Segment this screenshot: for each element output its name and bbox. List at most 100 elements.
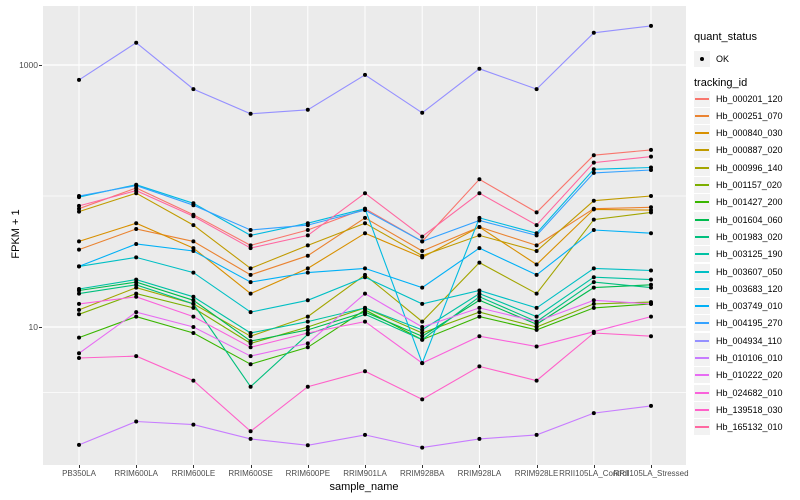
data-point [477, 334, 482, 339]
data-point [248, 272, 253, 277]
data-point [477, 294, 482, 299]
plot-lines-svg [43, 6, 686, 465]
data-point [420, 445, 425, 450]
data-point [305, 325, 310, 329]
ok-point-icon [700, 56, 704, 61]
data-point [420, 331, 425, 335]
legend-entry-quant-ok: OK [694, 50, 729, 67]
data-point [134, 310, 139, 315]
legend-key-box [694, 125, 710, 142]
legend-entry-Hb_003125_190: Hb_003125_190 [694, 246, 783, 263]
data-point [420, 319, 425, 324]
data-point [649, 285, 653, 290]
legend-entry-label: Hb_003125_190 [716, 249, 783, 260]
data-point [534, 305, 539, 310]
data-point [363, 305, 367, 310]
legend-key-box [694, 350, 710, 366]
legend-color-line-icon [695, 114, 709, 117]
data-point [534, 325, 539, 329]
legend-color-line-icon [695, 391, 709, 394]
data-point [534, 233, 539, 238]
legend-entry-Hb_004934_110: Hb_004934_110 [694, 332, 782, 349]
legend-color-line-icon [695, 357, 709, 359]
x-tick-label-RRIM928BA: RRIM928BA [399, 469, 445, 478]
data-point [477, 436, 482, 441]
data-point [134, 314, 139, 319]
data-point [77, 209, 81, 214]
legend-key-box [694, 298, 710, 315]
x-tick-label-RRIM600LA: RRIM600LA [114, 469, 158, 478]
data-point [420, 301, 425, 306]
data-point [305, 331, 310, 335]
data-point [134, 285, 139, 290]
x-tick-label-RRIM928LE: RRIM928LE [514, 469, 559, 478]
data-point [305, 270, 310, 275]
data-point [534, 291, 539, 296]
legend-entry-label: Hb_165132_010 [716, 422, 783, 433]
legend-entry-Hb_001983_020: Hb_001983_020 [694, 228, 783, 245]
data-point [248, 246, 253, 251]
x-tick-label-RRIM928LA: RRIM928LA [457, 469, 502, 478]
data-point [477, 305, 482, 310]
data-point [305, 384, 310, 389]
legend-entry-label: Hb_001604_060 [716, 214, 783, 225]
legend-key-box [694, 384, 710, 401]
data-point [363, 266, 367, 271]
data-point [363, 291, 367, 296]
data-point [420, 253, 425, 258]
data-point [420, 239, 425, 244]
data-point [191, 325, 196, 329]
data-point [649, 282, 653, 287]
data-point [191, 223, 196, 228]
legend-entry-label: Hb_024682_010 [716, 387, 783, 398]
data-point [477, 310, 482, 315]
data-point [191, 203, 196, 208]
legend-color-line-icon [695, 97, 709, 100]
data-point [363, 275, 367, 280]
data-point [77, 206, 81, 211]
legend-entry-label: Hb_001983_020 [716, 231, 783, 242]
data-point [191, 246, 196, 251]
data-point [534, 432, 539, 437]
x-tick-mark [250, 465, 252, 468]
data-point [305, 314, 310, 319]
data-point [77, 356, 81, 360]
data-point [248, 339, 253, 344]
data-point [591, 298, 596, 303]
data-point [591, 228, 596, 232]
legend-color-line-icon [695, 339, 709, 342]
legend-key-box [694, 332, 710, 349]
data-point [649, 154, 653, 159]
data-point [134, 419, 139, 424]
data-point [77, 291, 81, 296]
legend-color-line-icon [695, 184, 709, 186]
x-tick-label-RRIM901LA: RRIM901LA [343, 469, 387, 478]
data-point [191, 314, 196, 319]
legend-entry-Hb_165132_010: Hb_165132_010 [694, 419, 783, 436]
x-tick-mark [479, 465, 481, 468]
legend-key-box [694, 315, 710, 332]
data-point [477, 364, 482, 369]
data-point [305, 345, 310, 350]
data-point [477, 191, 482, 196]
data-point [191, 270, 196, 275]
data-point [420, 361, 425, 366]
data-point [191, 214, 196, 219]
data-point [191, 301, 196, 306]
data-point [248, 228, 253, 232]
legend-key-box [694, 90, 710, 107]
data-point [305, 319, 310, 324]
data-point [477, 66, 482, 71]
legend-color-line-icon [695, 322, 709, 325]
legend-entry-Hb_024682_010: Hb_024682_010 [694, 384, 783, 401]
data-point [77, 351, 81, 356]
legend-key-box [694, 280, 710, 297]
x-tick-mark [307, 465, 309, 468]
data-point [420, 249, 425, 253]
data-point [134, 354, 139, 359]
data-point [591, 411, 596, 416]
legend-color-line-icon [695, 201, 709, 204]
x-tick-label-RRIM600PE: RRIM600PE [285, 469, 331, 478]
legend-entry-Hb_000840_030: Hb_000840_030 [694, 125, 783, 142]
